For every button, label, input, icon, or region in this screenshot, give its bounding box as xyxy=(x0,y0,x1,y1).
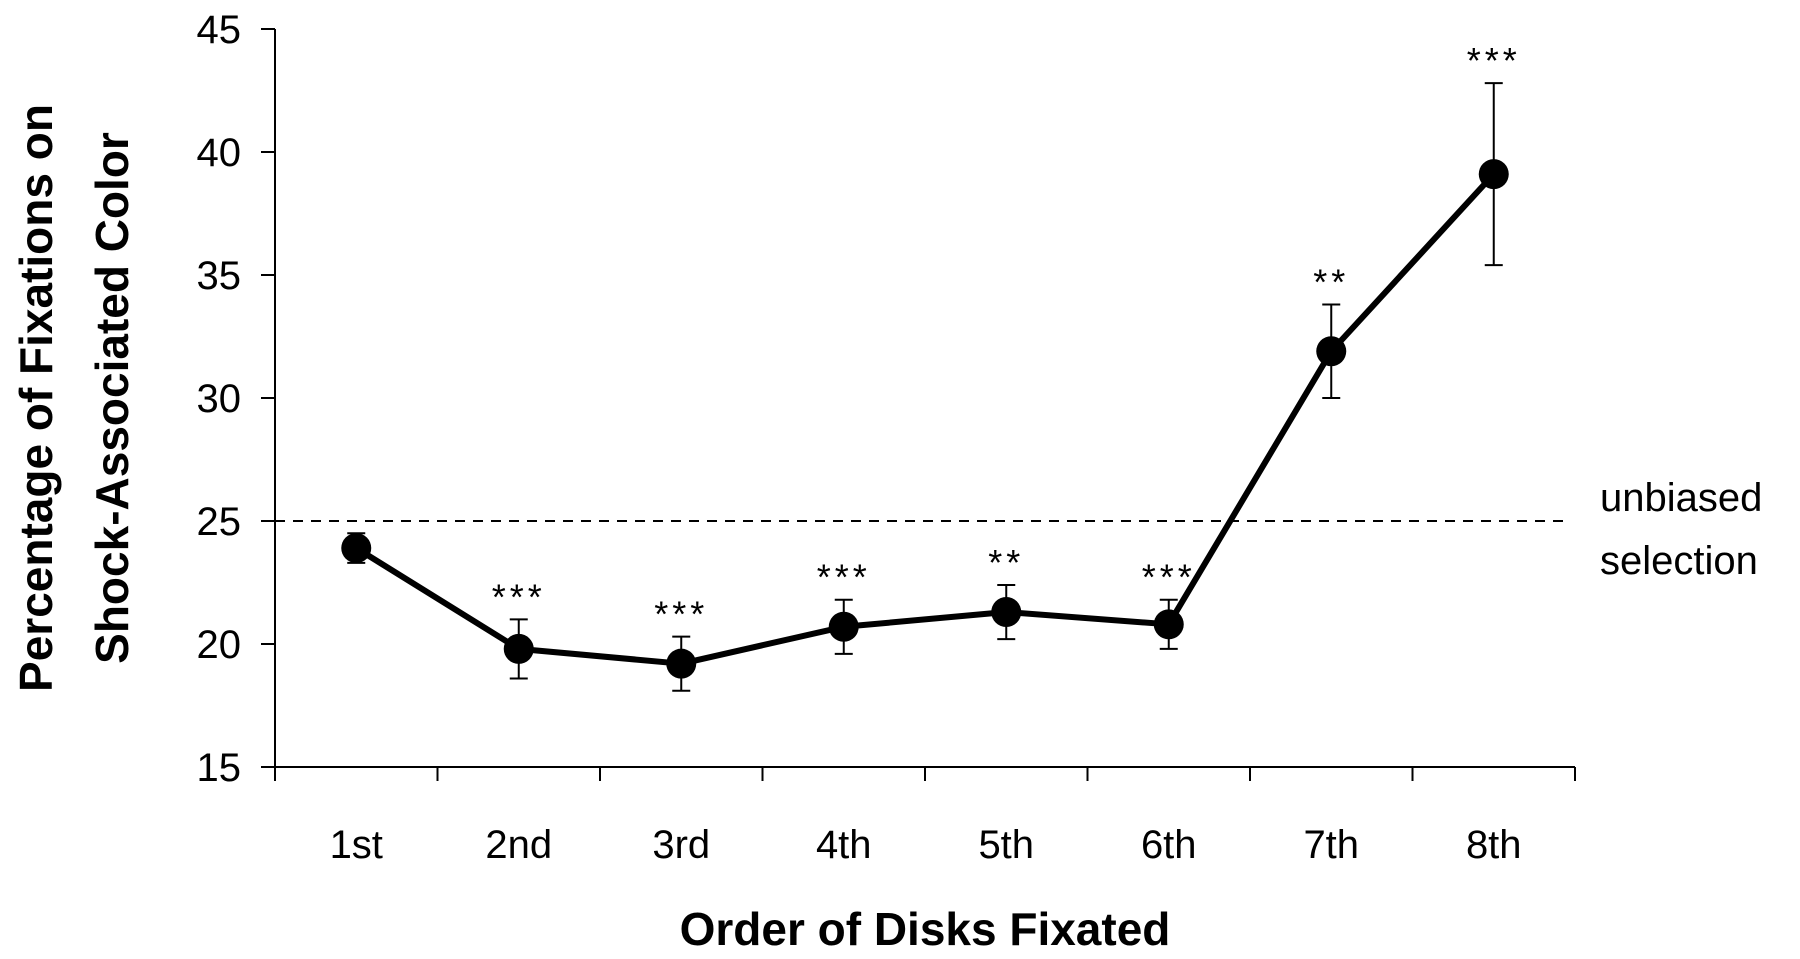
x-axis-title: Order of Disks Fixated xyxy=(680,903,1171,954)
y-tick-label: 15 xyxy=(197,746,242,790)
text-layer: 15 20 25 30 35 40 45 1st 2nd 3rd 4th 5th 6th 7th 8th un… xyxy=(10,8,1762,955)
significance-label: ** xyxy=(988,542,1024,583)
y-axis-title: Percentage of Fixations on xyxy=(10,104,62,692)
y-tick-label: 35 xyxy=(197,254,242,298)
data-point xyxy=(341,533,372,564)
data-point xyxy=(666,648,697,679)
y-tick-label: 40 xyxy=(197,131,242,175)
significance-label: *** xyxy=(654,594,708,635)
significance-label: *** xyxy=(817,557,871,598)
data-point xyxy=(828,611,859,642)
series-line xyxy=(354,172,1496,667)
x-tick-label: 5th xyxy=(978,823,1034,867)
significance-label: ** xyxy=(1313,262,1349,303)
x-tick-label: 1st xyxy=(330,823,383,867)
significance-label: *** xyxy=(1467,40,1521,81)
data-point xyxy=(503,633,534,664)
reference-line-label: unbiased xyxy=(1600,476,1762,520)
y-tick-label: 20 xyxy=(197,623,242,667)
y-tick-label: 45 xyxy=(197,8,242,52)
x-tick-label: 7th xyxy=(1303,823,1359,867)
x-tick-label: 4th xyxy=(816,823,872,867)
data-point xyxy=(1316,336,1347,367)
data-point xyxy=(1478,159,1509,190)
x-tick-label: 6th xyxy=(1141,823,1197,867)
significance-label: *** xyxy=(1142,557,1196,598)
data-point xyxy=(991,597,1022,628)
x-tick-label: 2nd xyxy=(485,823,552,867)
y-tick-label: 30 xyxy=(197,377,242,421)
x-tick-label: 3rd xyxy=(652,823,710,867)
y-axis-title: Shock-Associated Color xyxy=(86,132,138,664)
data-point xyxy=(1153,609,1184,640)
reference-line-label: selection xyxy=(1600,539,1758,583)
y-tick-label: 25 xyxy=(197,500,242,544)
axes-layer xyxy=(261,28,1576,781)
data-layer xyxy=(341,82,1509,692)
x-tick-label: 8th xyxy=(1466,823,1522,867)
significance-label: *** xyxy=(492,576,546,617)
